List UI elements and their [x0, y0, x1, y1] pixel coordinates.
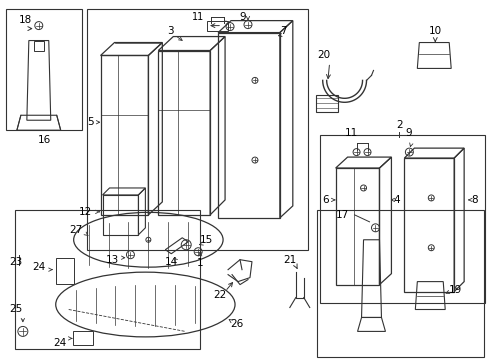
- Text: 3: 3: [166, 26, 173, 36]
- Text: 6: 6: [322, 195, 328, 205]
- Text: 9: 9: [405, 128, 411, 138]
- Text: 25: 25: [9, 305, 22, 315]
- Text: 24: 24: [53, 338, 66, 348]
- Bar: [86, 9, 307, 250]
- Text: 24: 24: [33, 262, 46, 272]
- Bar: [316, 210, 483, 357]
- Text: 11: 11: [344, 128, 358, 138]
- Bar: [15, 210, 200, 349]
- Text: 16: 16: [38, 135, 51, 145]
- Bar: [73, 332, 92, 345]
- Text: 14: 14: [164, 257, 178, 267]
- Text: 10: 10: [428, 26, 441, 36]
- Text: 27: 27: [69, 225, 82, 235]
- Text: 19: 19: [448, 284, 462, 294]
- Text: 20: 20: [317, 50, 330, 60]
- Text: 12: 12: [78, 207, 91, 217]
- Text: 22: 22: [213, 289, 226, 300]
- Text: 1: 1: [197, 258, 203, 268]
- Text: 4: 4: [393, 195, 399, 205]
- Text: 17: 17: [335, 210, 348, 220]
- Text: 8: 8: [470, 195, 477, 205]
- Text: 21: 21: [283, 255, 296, 265]
- Text: 5: 5: [87, 117, 93, 127]
- Text: 7: 7: [279, 26, 286, 36]
- Text: 18: 18: [19, 15, 32, 24]
- Bar: [6, 9, 81, 130]
- Text: 9: 9: [239, 12, 246, 22]
- Bar: [56, 258, 74, 284]
- Text: 13: 13: [106, 255, 119, 265]
- Bar: [319, 135, 484, 302]
- Text: 23: 23: [9, 257, 22, 267]
- Text: 2: 2: [395, 120, 402, 130]
- Text: 11: 11: [192, 12, 204, 22]
- Text: 15: 15: [200, 235, 213, 245]
- Text: 26: 26: [229, 319, 243, 329]
